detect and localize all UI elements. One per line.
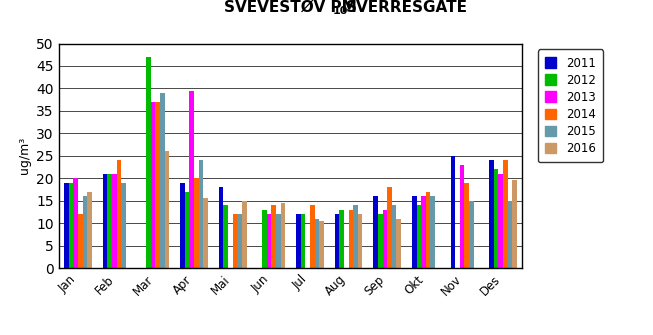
Bar — [232, 214, 237, 268]
Bar — [396, 219, 401, 268]
Bar — [460, 165, 464, 268]
Bar — [426, 192, 430, 268]
Bar — [503, 160, 508, 268]
Bar — [421, 196, 426, 268]
Bar — [374, 196, 378, 268]
Bar — [349, 210, 353, 268]
Bar — [117, 160, 121, 268]
Bar — [155, 102, 160, 268]
Bar — [469, 201, 473, 268]
Bar — [494, 169, 498, 268]
Bar — [319, 221, 324, 268]
Bar — [276, 214, 281, 268]
Bar — [378, 214, 383, 268]
Text: 10: 10 — [333, 6, 349, 16]
Bar — [300, 214, 305, 268]
Bar — [262, 210, 266, 268]
Bar — [112, 174, 117, 268]
Bar — [160, 93, 165, 268]
Bar — [88, 192, 92, 268]
Bar — [180, 183, 185, 268]
Bar — [108, 174, 112, 268]
Bar — [387, 187, 392, 268]
Bar — [199, 160, 203, 268]
Bar — [296, 214, 300, 268]
Bar — [498, 174, 503, 268]
Bar — [358, 214, 362, 268]
Bar — [271, 205, 276, 268]
Bar — [340, 210, 344, 268]
Bar — [194, 178, 199, 268]
Text: SVERRESGATE: SVERRESGATE — [346, 0, 468, 15]
Bar — [412, 196, 417, 268]
Bar — [83, 196, 88, 268]
Bar — [334, 214, 340, 268]
Bar — [489, 160, 494, 268]
Bar — [69, 183, 73, 268]
Bar — [121, 183, 126, 268]
Bar — [73, 178, 78, 268]
Bar — [383, 210, 387, 268]
Bar — [103, 174, 108, 268]
Bar — [185, 192, 189, 268]
Bar — [464, 183, 469, 268]
Bar — [430, 196, 435, 268]
Bar — [513, 181, 517, 268]
Bar — [78, 214, 83, 268]
Legend: 2011, 2012, 2013, 2014, 2015, 2016: 2011, 2012, 2013, 2014, 2015, 2016 — [537, 50, 603, 162]
Bar — [417, 205, 421, 268]
Bar — [151, 102, 155, 268]
Bar — [281, 203, 285, 268]
Bar — [353, 205, 358, 268]
Bar — [310, 205, 315, 268]
Bar — [64, 183, 69, 268]
Bar — [219, 187, 223, 268]
Bar — [451, 156, 455, 268]
Bar — [203, 198, 208, 268]
Bar — [223, 205, 228, 268]
Text: SVEVESTØV PM: SVEVESTØV PM — [224, 0, 357, 15]
Bar — [165, 151, 169, 268]
Bar — [237, 214, 242, 268]
Bar — [392, 205, 396, 268]
Bar — [146, 57, 151, 268]
Bar — [315, 219, 319, 268]
Bar — [266, 214, 271, 268]
Bar — [508, 201, 513, 268]
Bar — [242, 201, 247, 268]
Y-axis label: ug/m³: ug/m³ — [18, 137, 31, 175]
Bar — [189, 91, 194, 268]
